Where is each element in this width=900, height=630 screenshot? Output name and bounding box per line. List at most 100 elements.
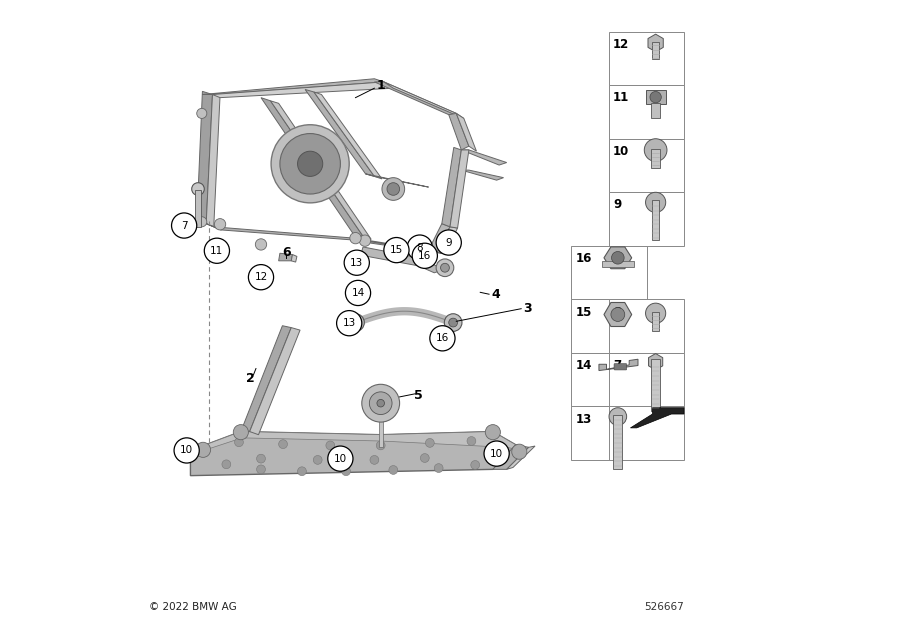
FancyBboxPatch shape — [608, 353, 684, 406]
Circle shape — [377, 399, 384, 407]
Polygon shape — [314, 92, 382, 179]
Text: 10: 10 — [180, 445, 194, 455]
FancyBboxPatch shape — [195, 190, 202, 227]
Polygon shape — [449, 113, 469, 150]
Circle shape — [376, 441, 385, 450]
Polygon shape — [206, 94, 220, 227]
FancyBboxPatch shape — [608, 85, 684, 139]
Polygon shape — [442, 147, 462, 227]
Circle shape — [383, 238, 410, 263]
Text: 14: 14 — [351, 288, 364, 298]
Circle shape — [407, 235, 432, 260]
Polygon shape — [214, 227, 362, 241]
Circle shape — [370, 455, 379, 464]
Circle shape — [344, 250, 369, 275]
Text: 12: 12 — [255, 272, 267, 282]
Polygon shape — [437, 227, 457, 254]
Circle shape — [436, 259, 454, 277]
FancyBboxPatch shape — [571, 246, 646, 299]
Circle shape — [389, 466, 398, 474]
Polygon shape — [604, 247, 632, 269]
FancyBboxPatch shape — [614, 415, 622, 469]
Polygon shape — [202, 79, 384, 94]
Circle shape — [197, 108, 207, 118]
FancyBboxPatch shape — [652, 312, 660, 331]
Circle shape — [369, 392, 392, 415]
Polygon shape — [241, 326, 292, 432]
Text: 16: 16 — [575, 252, 591, 265]
Circle shape — [362, 384, 400, 422]
Circle shape — [197, 217, 207, 227]
FancyBboxPatch shape — [652, 200, 660, 240]
Circle shape — [313, 455, 322, 464]
Polygon shape — [197, 91, 212, 224]
Polygon shape — [292, 255, 297, 262]
Circle shape — [256, 465, 266, 474]
Circle shape — [233, 425, 248, 440]
Polygon shape — [206, 224, 221, 230]
Circle shape — [611, 251, 624, 264]
Polygon shape — [507, 446, 535, 469]
Circle shape — [644, 139, 667, 161]
Text: 11: 11 — [211, 246, 223, 256]
Circle shape — [611, 307, 625, 321]
Circle shape — [382, 178, 405, 200]
Polygon shape — [462, 150, 507, 165]
Text: 13: 13 — [343, 318, 356, 328]
Polygon shape — [271, 101, 371, 239]
Circle shape — [328, 446, 353, 471]
Circle shape — [192, 183, 204, 195]
Polygon shape — [649, 353, 662, 370]
Text: 16: 16 — [418, 251, 431, 261]
Text: 16: 16 — [436, 333, 449, 343]
Circle shape — [420, 454, 429, 462]
Polygon shape — [648, 34, 663, 52]
Polygon shape — [261, 98, 363, 236]
FancyBboxPatch shape — [608, 299, 684, 353]
Circle shape — [445, 314, 462, 331]
Text: 13: 13 — [575, 413, 591, 426]
Circle shape — [235, 438, 243, 447]
Circle shape — [471, 461, 480, 469]
Circle shape — [485, 425, 500, 440]
Circle shape — [426, 438, 435, 447]
Circle shape — [467, 437, 476, 445]
Polygon shape — [355, 238, 437, 252]
FancyBboxPatch shape — [602, 261, 634, 267]
Polygon shape — [361, 247, 445, 273]
FancyBboxPatch shape — [652, 149, 660, 168]
Text: 5: 5 — [414, 389, 423, 401]
Circle shape — [222, 460, 230, 469]
Text: 15: 15 — [390, 245, 403, 255]
FancyBboxPatch shape — [652, 359, 660, 411]
Circle shape — [256, 239, 266, 250]
Circle shape — [609, 408, 626, 425]
Circle shape — [195, 442, 211, 457]
FancyBboxPatch shape — [645, 90, 666, 104]
Circle shape — [279, 440, 287, 449]
Circle shape — [359, 235, 371, 246]
Circle shape — [338, 449, 347, 458]
Polygon shape — [305, 89, 374, 176]
Text: 2: 2 — [246, 372, 255, 384]
Circle shape — [350, 232, 361, 244]
Polygon shape — [598, 359, 638, 370]
Circle shape — [434, 464, 443, 472]
Text: 9: 9 — [446, 238, 452, 248]
Circle shape — [650, 91, 662, 103]
Circle shape — [645, 303, 666, 323]
Text: 1: 1 — [376, 79, 385, 91]
Polygon shape — [191, 432, 526, 476]
FancyBboxPatch shape — [571, 353, 646, 406]
Circle shape — [351, 318, 360, 327]
Text: 13: 13 — [350, 258, 364, 268]
Text: 10: 10 — [334, 454, 346, 464]
Polygon shape — [456, 113, 476, 151]
Circle shape — [443, 232, 457, 246]
Circle shape — [256, 454, 266, 463]
Circle shape — [248, 265, 274, 290]
Circle shape — [298, 151, 323, 176]
Circle shape — [172, 213, 197, 238]
FancyBboxPatch shape — [608, 192, 684, 246]
Circle shape — [214, 219, 226, 230]
